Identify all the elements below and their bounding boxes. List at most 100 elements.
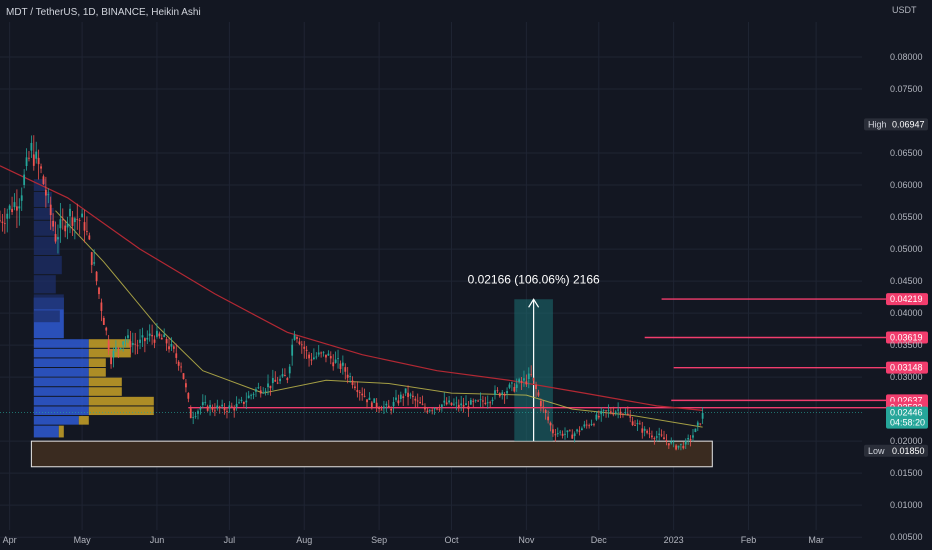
candle-body bbox=[90, 252, 93, 265]
candle-body bbox=[450, 402, 453, 406]
candle-body bbox=[658, 433, 661, 435]
candle-body bbox=[576, 429, 578, 432]
candle-body bbox=[595, 414, 598, 420]
candle-body bbox=[407, 392, 409, 398]
candle-body bbox=[69, 208, 71, 217]
level-price-tag bbox=[886, 331, 928, 344]
candle-body bbox=[317, 352, 320, 355]
candle-body bbox=[11, 208, 13, 213]
candle-body bbox=[472, 400, 475, 402]
candle-body bbox=[117, 347, 120, 349]
candle-body bbox=[119, 348, 122, 350]
range-box-rect[interactable] bbox=[30, 440, 713, 468]
candle-body bbox=[230, 405, 233, 407]
candle-body bbox=[255, 389, 257, 392]
candle-body bbox=[484, 402, 487, 405]
candle-body bbox=[291, 344, 294, 356]
measure-tool[interactable]: 0.02166 (106.06%) 2166 bbox=[468, 272, 600, 442]
candle-body bbox=[638, 423, 641, 425]
candle-body bbox=[189, 408, 192, 419]
candle-body bbox=[525, 381, 528, 385]
candle-body bbox=[54, 234, 57, 242]
level-price-label: 0.04219 bbox=[890, 294, 923, 304]
high-value: 0.06947 bbox=[892, 119, 925, 129]
candle-body bbox=[699, 423, 702, 425]
candle-body bbox=[696, 422, 699, 426]
candle-body bbox=[329, 356, 332, 359]
candle-body bbox=[71, 217, 74, 226]
candle-body bbox=[397, 400, 400, 404]
candle-body bbox=[361, 393, 364, 396]
candle-body bbox=[624, 412, 627, 414]
candle-body bbox=[76, 218, 79, 220]
candle-body bbox=[160, 337, 163, 340]
candle-body bbox=[259, 390, 262, 394]
candle-body bbox=[325, 354, 327, 358]
candle-body bbox=[631, 421, 634, 426]
candle-body bbox=[593, 424, 595, 426]
range-box[interactable] bbox=[30, 440, 713, 468]
x-axis[interactable]: Apr May Jun Jul Aug Sep Oct Nov Dec 2023 Feb Mar bbox=[3, 535, 824, 545]
y-tick-label: 0.03500 bbox=[890, 340, 923, 350]
candle-body bbox=[523, 378, 525, 381]
volume-profile-bar-gold bbox=[88, 358, 106, 368]
candle-body bbox=[312, 357, 315, 360]
candle-body bbox=[66, 223, 69, 228]
y-axis[interactable]: 0.08000 0.07500 0.06500 0.06000 0.05500 0.050… bbox=[0, 52, 928, 542]
candle-body bbox=[102, 317, 105, 325]
candle-body bbox=[267, 383, 269, 388]
level-price-tag bbox=[886, 361, 928, 374]
volume-profile-bar-blue bbox=[33, 348, 89, 358]
candle-body bbox=[341, 362, 344, 366]
candle-body bbox=[426, 410, 429, 412]
volume-profile-bar-upper bbox=[33, 255, 62, 275]
candle-body bbox=[100, 302, 103, 311]
candle-body bbox=[315, 356, 318, 358]
candle-body bbox=[641, 428, 644, 433]
candle-body bbox=[646, 430, 649, 433]
candle-body bbox=[213, 410, 216, 412]
candle-body bbox=[250, 394, 253, 396]
candle-body bbox=[385, 403, 388, 406]
y-tick-label: 0.06500 bbox=[890, 148, 923, 158]
candle-body bbox=[204, 401, 207, 403]
candle-body bbox=[240, 399, 243, 402]
candle-body bbox=[199, 407, 202, 410]
ma-long-line bbox=[0, 165, 703, 411]
candle-body bbox=[42, 176, 45, 185]
candle-body bbox=[684, 440, 687, 445]
candle-body bbox=[527, 373, 530, 380]
y-tick-label: 0.05000 bbox=[890, 244, 923, 254]
candle-body bbox=[612, 413, 615, 415]
candle-body bbox=[590, 424, 593, 425]
low-value: 0.01850 bbox=[892, 446, 925, 456]
candle-body bbox=[228, 405, 231, 409]
candle-body bbox=[211, 407, 214, 410]
candle-body bbox=[692, 435, 694, 438]
candle-body bbox=[201, 402, 204, 406]
candle-body bbox=[61, 219, 64, 221]
candle-body bbox=[98, 287, 100, 295]
volume-profile-bar-gold bbox=[88, 406, 154, 416]
candle-body bbox=[305, 349, 308, 351]
x-tick-label: 2023 bbox=[664, 535, 684, 545]
candle-body bbox=[344, 367, 347, 372]
candle-body bbox=[431, 410, 434, 412]
candle-body bbox=[185, 383, 187, 388]
low-tag bbox=[864, 444, 928, 457]
x-tick-label: Oct bbox=[445, 535, 460, 545]
high-tag bbox=[864, 118, 928, 131]
candle-body bbox=[424, 406, 426, 410]
candle-body bbox=[701, 413, 704, 419]
candle-body bbox=[537, 392, 540, 396]
candle-body bbox=[433, 408, 436, 410]
candle-body bbox=[672, 441, 675, 443]
volume-profile bbox=[33, 179, 154, 438]
last-price-value: 0.02446 bbox=[890, 408, 923, 418]
candle-body bbox=[518, 379, 521, 382]
x-tick-label: Apr bbox=[3, 535, 17, 545]
y-tick-label: 0.02000 bbox=[890, 436, 923, 446]
candle-body bbox=[197, 411, 199, 414]
